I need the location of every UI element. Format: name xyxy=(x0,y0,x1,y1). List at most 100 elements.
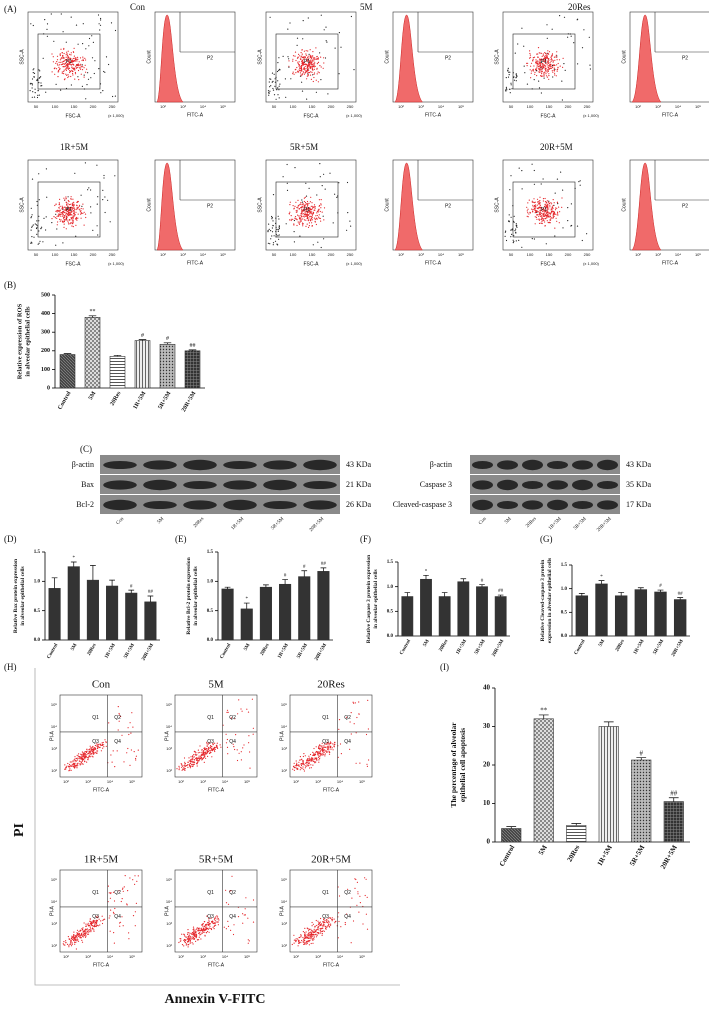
cell-dot xyxy=(298,61,300,63)
cell-dot xyxy=(235,734,237,736)
cell-dot xyxy=(200,927,202,929)
cell-dot xyxy=(315,761,317,763)
cell-dot xyxy=(546,203,548,205)
cell-dot xyxy=(365,878,367,880)
cell-dot xyxy=(546,212,548,214)
cell-dot xyxy=(230,929,232,932)
cell-dot xyxy=(300,941,302,943)
cell-dot xyxy=(306,210,308,212)
cell-dot xyxy=(63,52,65,55)
cell-dot xyxy=(303,219,306,221)
cell-dot xyxy=(74,78,76,80)
cell-dot xyxy=(269,86,271,88)
cell-dot xyxy=(38,230,40,232)
x-tick-label: Control xyxy=(220,643,233,660)
cell-dot xyxy=(72,51,74,53)
cell-dot xyxy=(190,936,192,938)
blot-strip xyxy=(100,495,340,514)
group-label: Con xyxy=(130,2,146,12)
cell-dot xyxy=(69,213,71,215)
cell-dot xyxy=(61,212,63,214)
group-label: 1R+5M xyxy=(84,854,119,866)
cell-dot xyxy=(518,167,520,169)
cell-dot xyxy=(133,751,135,753)
gate-label: P1 xyxy=(541,59,547,65)
tick-label: 10⁵ xyxy=(166,702,172,707)
axis-title: FITC-A xyxy=(93,787,110,793)
cell-dot xyxy=(314,209,316,211)
cell-dot xyxy=(298,64,300,66)
cell-dot xyxy=(318,216,320,218)
cell-dot xyxy=(536,210,538,212)
size-label: 26 KDa xyxy=(346,500,372,509)
cell-dot xyxy=(334,47,336,49)
cell-dot xyxy=(89,918,91,920)
cell-dot xyxy=(122,890,124,892)
cell-dot xyxy=(85,48,87,50)
cell-dot xyxy=(303,207,305,209)
cell-dot xyxy=(295,941,297,943)
cell-dot xyxy=(181,766,183,768)
cell-dot xyxy=(278,97,280,99)
cell-dot xyxy=(97,925,99,927)
cell-dot xyxy=(272,220,274,222)
error-bar xyxy=(263,584,269,588)
protein-label: β-actin xyxy=(72,460,94,469)
cell-dot xyxy=(62,242,64,244)
cell-dot xyxy=(516,75,518,78)
cell-dot xyxy=(75,217,77,220)
cell-dot xyxy=(556,59,558,61)
x-tick-label: 5M xyxy=(423,639,431,648)
cell-dot xyxy=(76,933,78,936)
cell-dot xyxy=(302,931,304,933)
cell-dot xyxy=(87,78,90,80)
cell-dot xyxy=(93,72,95,75)
cell-dot xyxy=(112,95,114,98)
cell-dot xyxy=(55,244,57,246)
cell-dot xyxy=(314,753,317,756)
cell-dot xyxy=(355,878,357,881)
cell-dot xyxy=(338,73,340,75)
cell-dot xyxy=(67,222,69,224)
cell-dot xyxy=(71,761,73,763)
cell-dot xyxy=(567,36,569,38)
cell-dot xyxy=(80,207,82,210)
cell-dot xyxy=(196,927,198,929)
cell-dot xyxy=(65,210,67,212)
cell-dot xyxy=(83,756,86,759)
cell-dot xyxy=(73,203,75,205)
cell-dot xyxy=(302,760,304,762)
cell-dot xyxy=(240,759,242,761)
x-tick-label: Control xyxy=(47,643,60,660)
quadrant-label: Q1 xyxy=(322,890,329,896)
tick-label: 100 xyxy=(52,252,59,257)
cell-dot xyxy=(297,939,299,941)
cell-dot xyxy=(96,923,98,925)
cell-dot xyxy=(540,61,542,63)
cell-dot xyxy=(59,211,61,213)
cell-dot xyxy=(71,942,73,944)
cell-dot xyxy=(551,70,553,72)
cell-dot xyxy=(537,65,540,68)
cell-dot xyxy=(68,207,70,209)
cell-dot xyxy=(116,750,118,752)
cell-dot xyxy=(126,752,128,754)
cell-dot xyxy=(303,204,305,206)
tick-label: 10³ xyxy=(166,921,172,926)
cell-dot xyxy=(532,204,534,206)
cell-dot xyxy=(184,768,186,770)
cell-dot xyxy=(533,238,536,240)
cell-dot xyxy=(321,211,323,213)
cell-dot xyxy=(321,185,323,187)
cell-dot xyxy=(194,753,197,755)
cell-dot xyxy=(321,934,323,937)
cell-dot xyxy=(227,920,229,923)
cell-dot xyxy=(70,52,72,54)
cell-dot xyxy=(90,746,92,749)
cell-dot xyxy=(45,91,47,93)
cell-dot xyxy=(318,746,320,748)
cell-dot xyxy=(31,87,33,89)
cell-dot xyxy=(225,733,227,735)
error-bar xyxy=(70,561,77,567)
cell-dot xyxy=(549,213,552,215)
